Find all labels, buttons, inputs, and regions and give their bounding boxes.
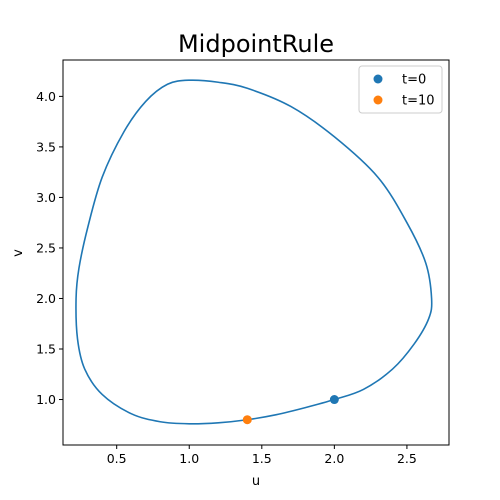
legend-label-t10: t=10 (402, 94, 435, 109)
x-axis-label: u (252, 474, 260, 489)
point-t10 (242, 415, 252, 425)
chart-title: MidpointRule (178, 30, 334, 58)
y-tick-label: 3.5 (36, 139, 56, 154)
y-tick-label: 1.0 (36, 392, 56, 407)
legend: t=0 t=10 (358, 65, 443, 114)
legend-label-t0: t=0 (402, 73, 426, 88)
y-tick-label: 1.5 (36, 342, 56, 357)
x-tick-label: 1.0 (179, 451, 199, 466)
y-tick-label: 3.0 (36, 190, 56, 205)
y-tick-label: 2.5 (36, 240, 56, 255)
x-axis-ticks: 0.5 1.0 1.5 2.0 2.5 (107, 445, 417, 466)
x-tick-label: 1.5 (252, 451, 272, 466)
y-tick-label: 2.0 (36, 291, 56, 306)
y-axis-label: v (11, 249, 26, 257)
plot-area (62, 59, 450, 446)
axes-frame (62, 59, 450, 446)
legend-marker-t10 (373, 95, 383, 105)
x-tick-label: 2.0 (324, 451, 344, 466)
orbit-curve (75, 79, 433, 425)
legend-marker-t0 (373, 74, 383, 84)
point-t0 (329, 395, 339, 405)
x-tick-label: 0.5 (107, 451, 127, 466)
y-axis-ticks: 1.0 1.5 2.0 2.5 3.0 3.5 4.0 (36, 89, 63, 407)
x-tick-label: 2.5 (397, 451, 417, 466)
y-tick-label: 4.0 (36, 89, 56, 104)
